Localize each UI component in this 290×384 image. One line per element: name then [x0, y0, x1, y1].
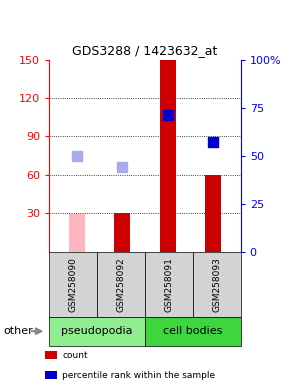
Text: percentile rank within the sample: percentile rank within the sample — [62, 371, 215, 380]
Point — [120, 164, 124, 170]
Point — [74, 152, 79, 159]
Text: pseudopodia: pseudopodia — [61, 326, 133, 336]
Point — [211, 139, 216, 145]
Bar — [205, 175, 221, 252]
Point — [166, 112, 170, 118]
Text: GSM258093: GSM258093 — [212, 257, 221, 311]
Text: count: count — [62, 351, 88, 360]
Text: cell bodies: cell bodies — [163, 326, 222, 336]
Text: GSM258092: GSM258092 — [117, 257, 126, 311]
Bar — [114, 213, 130, 252]
Title: GDS3288 / 1423632_at: GDS3288 / 1423632_at — [72, 44, 218, 57]
Bar — [69, 214, 85, 252]
Text: other: other — [3, 326, 33, 336]
Text: GSM258091: GSM258091 — [164, 257, 173, 311]
Text: GSM258090: GSM258090 — [69, 257, 78, 311]
Bar — [160, 60, 176, 252]
